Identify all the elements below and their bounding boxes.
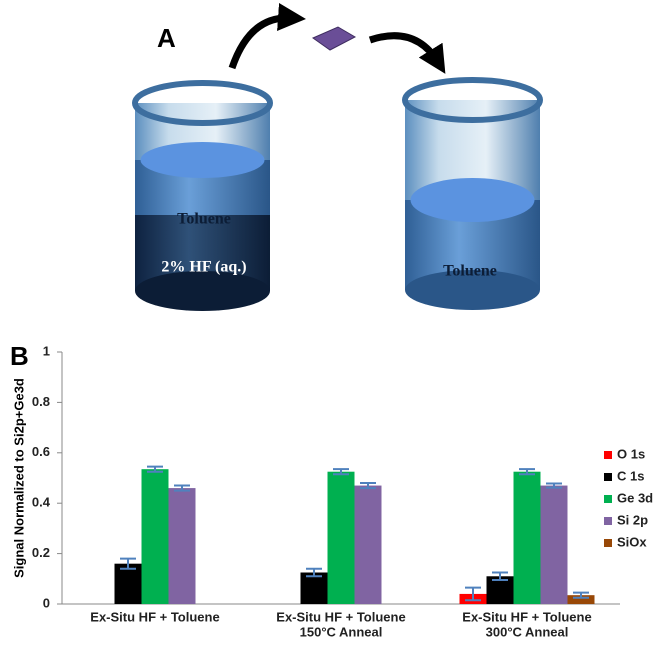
bar xyxy=(541,486,568,604)
y-tick-label: 1 xyxy=(43,343,50,358)
legend-swatch xyxy=(604,495,612,503)
y-axis-label: Signal Normalized to Si2p+Ge3d xyxy=(11,378,26,578)
y-tick-label: 0.2 xyxy=(32,545,50,560)
y-tick-label: 0.6 xyxy=(32,444,50,459)
legend-label: Si 2p xyxy=(617,512,648,527)
arrow xyxy=(370,36,438,62)
y-tick-label: 0 xyxy=(43,595,50,610)
layer-label: Toluene xyxy=(443,263,497,280)
bar xyxy=(514,472,541,604)
legend-swatch xyxy=(604,539,612,547)
legend-swatch xyxy=(604,517,612,525)
panel-label: B xyxy=(10,341,29,371)
x-tick-label: Ex-Situ HF + Toluene xyxy=(276,609,405,624)
panel-a: A Toluene 2% HF (aq.) Toluene xyxy=(135,18,540,311)
legend-label: SiOx xyxy=(617,534,647,549)
legend-label: O 1s xyxy=(617,446,645,461)
beaker: Toluene 2% HF (aq.) xyxy=(135,83,270,311)
bar xyxy=(355,486,382,604)
legend-label: Ge 3d xyxy=(617,490,653,505)
legend-swatch xyxy=(604,473,612,481)
beaker: Toluene xyxy=(405,80,540,310)
bar xyxy=(142,469,169,604)
liquid-surface xyxy=(411,178,535,222)
y-tick-label: 0.8 xyxy=(32,394,50,409)
panel-label: A xyxy=(157,23,176,53)
page: {"panel_a": {"label": "A", "beaker_1": {… xyxy=(0,0,657,640)
bar xyxy=(328,472,355,604)
sample-chip xyxy=(313,27,355,50)
bar xyxy=(115,564,142,604)
arrow xyxy=(232,18,292,68)
layer-label: Toluene xyxy=(177,211,231,228)
y-tick-label: 0.4 xyxy=(32,495,51,510)
x-tick-label: 300°C Anneal xyxy=(486,624,569,639)
x-tick-label: 150°C Anneal xyxy=(300,624,383,639)
bar xyxy=(169,488,196,604)
beaker-bottom xyxy=(135,271,270,311)
liquid-surface xyxy=(141,142,265,178)
x-tick-label: Ex-Situ HF + Toluene xyxy=(90,609,219,624)
figure: A Toluene 2% HF (aq.) Toluene B Signal N… xyxy=(0,0,657,640)
legend-swatch xyxy=(604,451,612,459)
legend-label: C 1s xyxy=(617,468,644,483)
x-tick-label: Ex-Situ HF + Toluene xyxy=(462,609,591,624)
layer-label: 2% HF (aq.) xyxy=(161,259,246,276)
